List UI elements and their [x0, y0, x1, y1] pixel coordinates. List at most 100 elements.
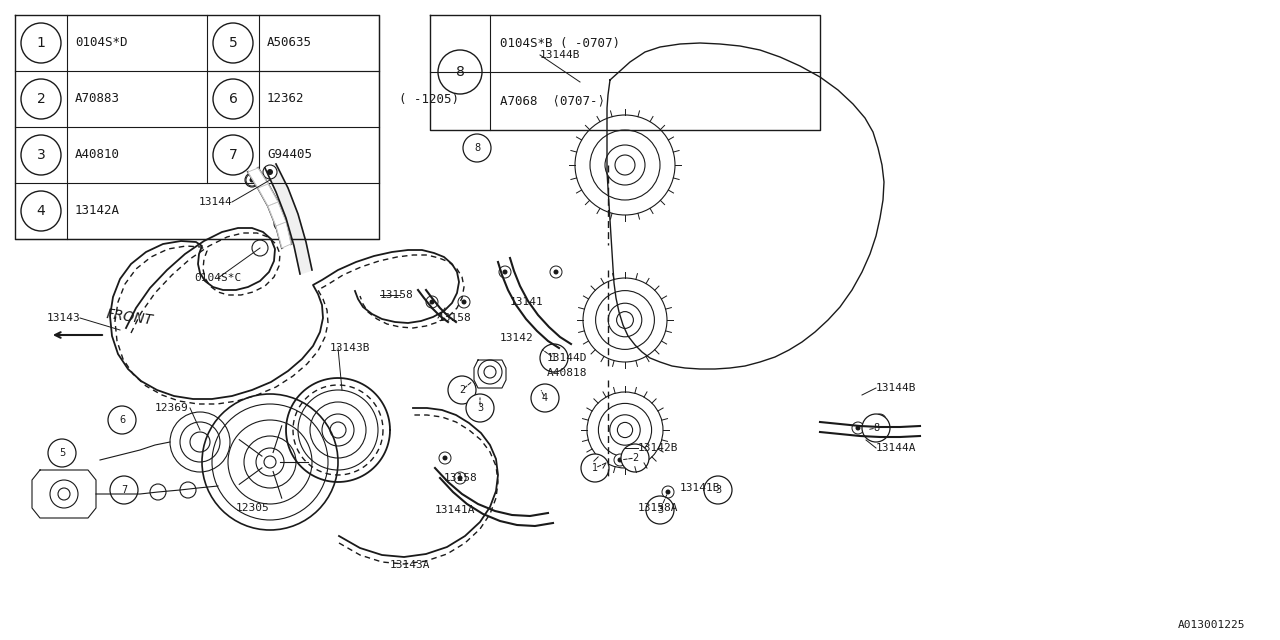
Text: 13143B: 13143B	[330, 343, 370, 353]
Circle shape	[581, 454, 609, 482]
Circle shape	[439, 452, 451, 464]
Text: 6: 6	[119, 415, 125, 425]
Text: 5: 5	[59, 448, 65, 458]
Circle shape	[246, 174, 259, 186]
Circle shape	[250, 177, 255, 182]
Text: 2: 2	[632, 453, 639, 463]
Text: 13158A: 13158A	[637, 503, 678, 513]
Circle shape	[855, 426, 860, 431]
Circle shape	[122, 488, 127, 493]
Text: A70883: A70883	[76, 93, 120, 106]
Circle shape	[861, 414, 890, 442]
Text: 13142A: 13142A	[76, 205, 120, 218]
Text: 13142: 13142	[500, 333, 534, 343]
Circle shape	[443, 456, 448, 461]
Text: 7: 7	[120, 485, 127, 495]
Text: A40818: A40818	[547, 368, 588, 378]
Text: 1: 1	[550, 353, 557, 363]
Text: 3: 3	[716, 485, 721, 495]
Text: 12369: 12369	[155, 403, 188, 413]
Text: 13144D: 13144D	[547, 353, 588, 363]
Text: 2: 2	[37, 92, 45, 106]
Circle shape	[116, 414, 128, 426]
Circle shape	[666, 490, 671, 495]
Text: 0104S*B ( -0707): 0104S*B ( -0707)	[500, 36, 620, 49]
Circle shape	[250, 177, 255, 183]
Text: G94405: G94405	[268, 148, 312, 161]
Circle shape	[852, 422, 864, 434]
Circle shape	[499, 266, 511, 278]
Circle shape	[430, 300, 434, 305]
Circle shape	[448, 376, 476, 404]
Polygon shape	[259, 184, 278, 206]
Circle shape	[454, 472, 466, 484]
Text: 8: 8	[873, 423, 879, 433]
Text: 8: 8	[474, 143, 480, 153]
Text: 1: 1	[37, 36, 45, 50]
Circle shape	[704, 476, 732, 504]
Text: A40810: A40810	[76, 148, 120, 161]
Text: 13158: 13158	[380, 290, 413, 300]
Text: 13144A: 13144A	[876, 443, 916, 453]
Text: 13144: 13144	[198, 197, 232, 207]
Circle shape	[878, 417, 882, 422]
Circle shape	[268, 169, 273, 175]
Text: 12305: 12305	[236, 503, 270, 513]
Text: 13144B: 13144B	[876, 383, 916, 393]
Circle shape	[598, 465, 603, 470]
Circle shape	[458, 296, 470, 308]
Circle shape	[874, 414, 886, 426]
Circle shape	[108, 406, 136, 434]
Text: 2: 2	[458, 385, 465, 395]
Circle shape	[244, 173, 259, 187]
Text: 12362: 12362	[268, 93, 305, 106]
Circle shape	[110, 476, 138, 504]
Text: 13141B: 13141B	[680, 483, 721, 493]
Circle shape	[550, 266, 562, 278]
Circle shape	[553, 269, 558, 275]
Text: 0104S*D: 0104S*D	[76, 36, 128, 49]
Circle shape	[466, 394, 494, 422]
Circle shape	[662, 486, 675, 498]
Polygon shape	[268, 202, 285, 226]
Text: 3: 3	[657, 505, 663, 515]
Text: 3: 3	[477, 403, 483, 413]
Text: ( -1205): ( -1205)	[399, 93, 460, 106]
Circle shape	[118, 484, 131, 496]
Circle shape	[56, 446, 68, 458]
Circle shape	[119, 417, 124, 422]
Polygon shape	[248, 168, 268, 188]
Circle shape	[59, 449, 64, 454]
Circle shape	[503, 269, 507, 275]
Circle shape	[278, 221, 283, 227]
Circle shape	[714, 482, 726, 494]
Circle shape	[531, 384, 559, 412]
Circle shape	[646, 496, 675, 524]
Text: 13141A: 13141A	[435, 505, 475, 515]
Text: A50635: A50635	[268, 36, 312, 49]
Text: 0104S*C: 0104S*C	[195, 273, 242, 283]
Circle shape	[617, 458, 622, 463]
Text: 5: 5	[229, 36, 237, 50]
Circle shape	[718, 486, 722, 490]
Text: 3: 3	[37, 148, 45, 162]
Text: A013001225: A013001225	[1178, 620, 1245, 630]
Text: 4: 4	[541, 393, 548, 403]
Polygon shape	[276, 222, 291, 248]
Circle shape	[594, 462, 605, 474]
Text: 13143A: 13143A	[389, 560, 430, 570]
Circle shape	[274, 218, 285, 230]
Circle shape	[540, 344, 568, 372]
Text: 13158: 13158	[438, 313, 472, 323]
Text: 8: 8	[456, 65, 465, 79]
Text: 13143: 13143	[46, 313, 79, 323]
Circle shape	[463, 134, 492, 162]
Circle shape	[462, 300, 466, 305]
Circle shape	[426, 296, 438, 308]
Polygon shape	[265, 164, 312, 274]
Text: A7068  ⟨0707-⟩: A7068 ⟨0707-⟩	[500, 95, 605, 108]
Text: 4: 4	[37, 204, 45, 218]
Circle shape	[457, 476, 462, 481]
Text: 6: 6	[229, 92, 237, 106]
Text: 13142B: 13142B	[637, 443, 678, 453]
